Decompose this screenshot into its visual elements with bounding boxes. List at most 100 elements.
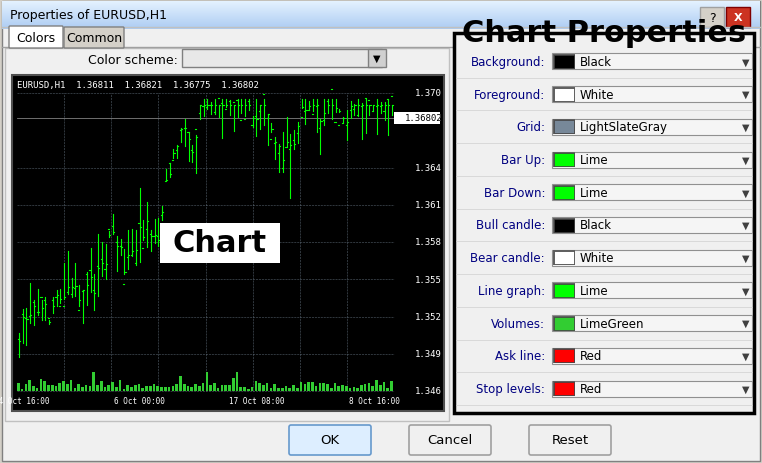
- Bar: [168, 387, 171, 391]
- Bar: [553, 120, 575, 135]
- Bar: [2, 20, 760, 21]
- Bar: [386, 388, 389, 391]
- Bar: [239, 388, 242, 391]
- Bar: [552, 283, 752, 299]
- Bar: [554, 382, 574, 395]
- Bar: [700, 8, 724, 28]
- Bar: [554, 284, 574, 297]
- Bar: [357, 388, 359, 391]
- Bar: [235, 372, 239, 391]
- Bar: [156, 386, 159, 391]
- Bar: [202, 383, 204, 391]
- Bar: [134, 385, 136, 391]
- Bar: [228, 385, 231, 391]
- Bar: [379, 385, 382, 391]
- Bar: [51, 385, 53, 391]
- Bar: [119, 381, 121, 391]
- Bar: [130, 387, 133, 391]
- Bar: [554, 121, 574, 134]
- Text: Red: Red: [580, 350, 603, 363]
- Bar: [182, 50, 382, 68]
- Bar: [258, 383, 261, 391]
- Bar: [220, 385, 223, 391]
- Bar: [190, 387, 193, 391]
- Bar: [43, 381, 46, 391]
- Bar: [334, 383, 336, 391]
- Bar: [32, 387, 35, 391]
- FancyBboxPatch shape: [289, 425, 371, 455]
- Bar: [81, 387, 84, 391]
- Text: Volumes:: Volumes:: [491, 317, 545, 330]
- Bar: [326, 384, 328, 391]
- Bar: [251, 387, 254, 391]
- Text: Background:: Background:: [470, 56, 545, 69]
- Text: 14 Oct 16:00: 14 Oct 16:00: [0, 397, 50, 406]
- Bar: [274, 384, 276, 391]
- Text: 1.361: 1.361: [415, 201, 442, 210]
- Bar: [21, 389, 24, 391]
- Bar: [210, 386, 212, 391]
- FancyBboxPatch shape: [9, 27, 63, 49]
- Bar: [2, 16, 760, 17]
- Bar: [88, 386, 91, 391]
- Bar: [552, 218, 752, 233]
- Bar: [2, 28, 760, 29]
- Text: Chart Properties: Chart Properties: [462, 19, 746, 49]
- Text: 1.370: 1.370: [415, 89, 442, 98]
- Bar: [85, 386, 88, 391]
- Text: Foreground:: Foreground:: [474, 88, 545, 101]
- Bar: [552, 152, 752, 168]
- Bar: [390, 382, 393, 391]
- FancyBboxPatch shape: [529, 425, 611, 455]
- Bar: [2, 15, 760, 16]
- Text: Bear candle:: Bear candle:: [470, 252, 545, 265]
- Bar: [360, 386, 363, 391]
- Bar: [277, 388, 280, 391]
- Bar: [77, 384, 80, 391]
- Text: Lime: Lime: [580, 154, 609, 167]
- Bar: [553, 283, 575, 298]
- Bar: [2, 13, 760, 14]
- Text: ▼: ▼: [742, 253, 750, 263]
- Bar: [454, 34, 754, 413]
- Text: Color scheme:: Color scheme:: [88, 53, 178, 66]
- Bar: [107, 385, 110, 391]
- Bar: [2, 23, 760, 24]
- Text: ▼: ▼: [373, 54, 381, 64]
- Text: 1.355: 1.355: [415, 275, 442, 284]
- Bar: [243, 387, 246, 391]
- Text: Bar Up:: Bar Up:: [501, 154, 545, 167]
- Bar: [553, 316, 575, 331]
- Bar: [394, 113, 440, 125]
- Bar: [2, 2, 760, 3]
- Text: Lime: Lime: [580, 187, 609, 200]
- Bar: [2, 19, 760, 20]
- FancyBboxPatch shape: [409, 425, 491, 455]
- Bar: [164, 387, 167, 391]
- Bar: [311, 382, 314, 391]
- Bar: [104, 388, 107, 391]
- Text: Black: Black: [580, 219, 612, 232]
- Bar: [12, 76, 444, 411]
- Text: 17 Oct 08:00: 17 Oct 08:00: [229, 397, 284, 406]
- Bar: [553, 185, 575, 200]
- Bar: [28, 381, 31, 391]
- Bar: [553, 55, 575, 70]
- Bar: [2, 14, 760, 15]
- Bar: [70, 380, 72, 391]
- Bar: [123, 389, 125, 391]
- Bar: [183, 384, 185, 391]
- Bar: [553, 218, 575, 233]
- Bar: [2, 18, 760, 19]
- Bar: [115, 387, 117, 391]
- Bar: [2, 6, 760, 7]
- Bar: [338, 387, 340, 391]
- Bar: [553, 349, 575, 363]
- Bar: [552, 315, 752, 332]
- Bar: [2, 8, 760, 9]
- Bar: [47, 385, 50, 391]
- Bar: [303, 384, 306, 391]
- Bar: [2, 7, 760, 8]
- Bar: [217, 388, 219, 391]
- Text: Red: Red: [580, 382, 603, 395]
